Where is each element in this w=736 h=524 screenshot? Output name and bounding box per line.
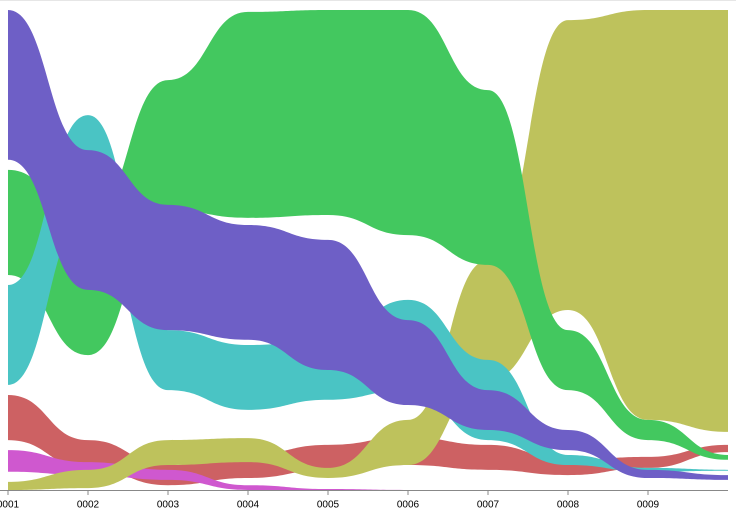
x-tick-label: 0003 <box>157 500 180 511</box>
x-tick-label: 0009 <box>637 500 660 511</box>
ribbon <box>8 450 728 490</box>
ribbon <box>8 10 728 480</box>
x-tick-label: 0002 <box>77 500 100 511</box>
ribbon <box>8 115 728 472</box>
ribbon <box>8 10 728 460</box>
x-tick-label: 0006 <box>397 500 420 511</box>
ribbon <box>8 394 728 486</box>
ribbon <box>8 10 728 490</box>
x-tick-label: 0007 <box>477 500 500 511</box>
x-tick-label: 0005 <box>317 500 340 511</box>
x-tick-label: 0004 <box>237 500 260 511</box>
x-tick-label: 0008 <box>557 500 580 511</box>
x-tick-label: 0001 <box>0 500 20 511</box>
